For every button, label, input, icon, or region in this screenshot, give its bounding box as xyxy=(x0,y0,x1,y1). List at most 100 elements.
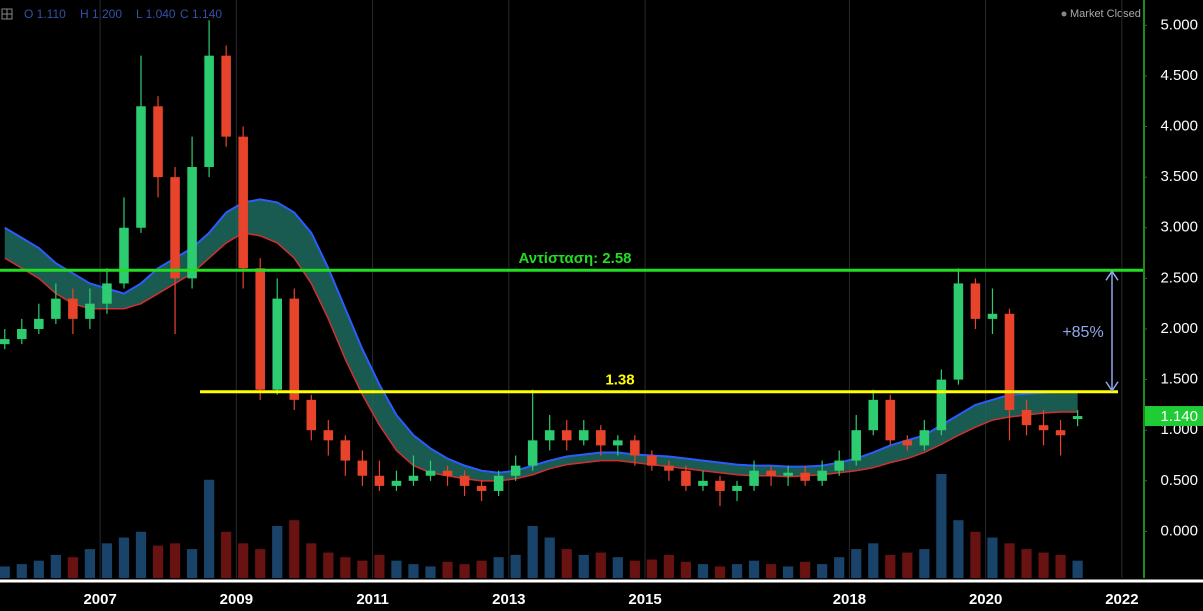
candle-body xyxy=(834,460,844,471)
volume-bar xyxy=(527,525,538,578)
candle-body xyxy=(85,303,95,319)
volume-bar xyxy=(1004,543,1015,578)
x-tick-label: 2011 xyxy=(356,591,389,608)
volume-bar xyxy=(476,560,487,578)
volume-bar xyxy=(1021,549,1032,578)
candle-body xyxy=(851,430,861,461)
candle-body xyxy=(221,55,231,137)
volume-bar xyxy=(646,559,657,578)
candle-body xyxy=(17,328,27,340)
candle-body xyxy=(136,106,146,228)
candle-body xyxy=(119,227,129,284)
arrow-head xyxy=(1105,381,1119,393)
volume-bar xyxy=(408,564,419,578)
candle-body xyxy=(408,475,419,481)
candle-body xyxy=(204,55,214,168)
y-tick-label: 0.500 xyxy=(1160,472,1198,489)
menu-icon[interactable] xyxy=(1,8,13,20)
candle-body xyxy=(289,298,300,400)
volume-bar xyxy=(391,560,402,578)
volume-bar xyxy=(697,564,709,578)
x-tick-label: 2020 xyxy=(969,591,1002,608)
y-tick-label: 5.000 xyxy=(1160,16,1198,33)
volume-bar xyxy=(748,560,760,578)
level-label: Αντίσταση: 2.58 xyxy=(518,250,631,267)
volume-bar xyxy=(544,537,555,578)
volume-bar xyxy=(221,531,232,578)
arrow-head xyxy=(1105,269,1119,281)
candle-body xyxy=(68,298,78,319)
candle-body xyxy=(1072,416,1083,420)
x-tick-label: 2009 xyxy=(220,591,253,608)
y-tick-label: 1.500 xyxy=(1160,371,1198,388)
volume-bar xyxy=(118,537,130,578)
candle-body xyxy=(493,475,504,491)
candle-body xyxy=(1055,430,1066,436)
volume-bar xyxy=(953,520,964,578)
candle-body xyxy=(357,460,368,476)
volume-bar xyxy=(374,554,385,578)
ma-lower-line xyxy=(4,232,1078,482)
candle-body xyxy=(715,480,725,491)
candle-body xyxy=(868,399,879,431)
volume-bar xyxy=(67,557,78,578)
volume-bar xyxy=(612,557,623,578)
status-dot xyxy=(1061,11,1067,17)
ma-upper-line xyxy=(4,198,1078,474)
volume-bar xyxy=(1038,552,1049,578)
candle-body xyxy=(681,470,691,486)
volume-bar xyxy=(186,549,198,578)
y-tick-label: 2.000 xyxy=(1160,320,1198,337)
y-tick-label: 4.500 xyxy=(1160,67,1198,84)
volume-bar xyxy=(680,561,692,578)
candle-body xyxy=(1021,409,1032,426)
volume-bar xyxy=(135,531,147,578)
candle-body xyxy=(170,177,180,279)
candle-body xyxy=(476,485,487,491)
last-price-box xyxy=(1145,406,1203,427)
volume-bar xyxy=(765,564,777,578)
candle-body xyxy=(51,298,61,319)
volume-bar xyxy=(1055,554,1066,578)
candle-body xyxy=(596,430,606,446)
candle-body xyxy=(340,440,351,461)
volume-bar xyxy=(629,560,640,578)
candle-body xyxy=(102,283,112,304)
volume-bar xyxy=(919,549,930,578)
candle-body xyxy=(153,106,163,178)
candle-body xyxy=(630,440,640,456)
ohlc-open: O 1.110 xyxy=(24,7,66,21)
level-label: 1.38 xyxy=(605,372,634,389)
volume-bar xyxy=(0,566,10,578)
candle-body xyxy=(732,485,742,491)
volume-bar xyxy=(834,557,845,578)
volume-bar xyxy=(50,554,61,578)
market-status: Market Closed xyxy=(1070,8,1141,20)
volume-bar xyxy=(663,554,675,578)
volume-bar xyxy=(101,543,113,578)
x-tick-label: 2013 xyxy=(492,591,525,608)
candle-body xyxy=(459,475,470,486)
y-tick-label: 0.000 xyxy=(1160,522,1198,539)
x-tick-label: 2022 xyxy=(1105,591,1138,608)
candle-body xyxy=(766,470,776,476)
candle-body xyxy=(953,283,964,380)
candle-body xyxy=(0,339,10,345)
candle-body xyxy=(902,440,913,446)
candle-body xyxy=(817,470,827,481)
volume-bar xyxy=(425,566,436,578)
candle-body xyxy=(374,475,385,486)
candle-body xyxy=(425,470,436,476)
volume-bar xyxy=(442,561,453,578)
volume-bar xyxy=(255,549,266,578)
volume-bar xyxy=(731,564,743,578)
candle-body xyxy=(34,318,44,329)
volume-bar xyxy=(306,543,317,578)
candle-body xyxy=(783,472,793,476)
candle-body xyxy=(323,430,334,441)
y-tick-label: 4.000 xyxy=(1160,118,1198,135)
candle-body xyxy=(647,455,657,466)
